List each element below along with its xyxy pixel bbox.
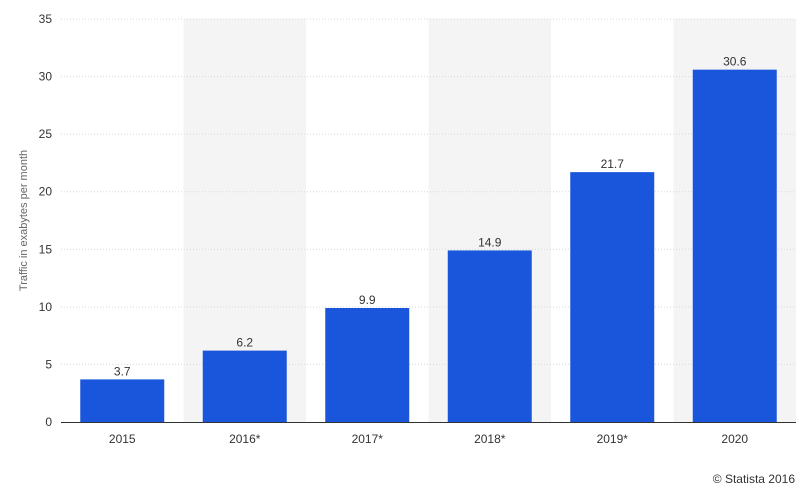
bar-2016* (202, 350, 287, 422)
y-tick-label: 5 (45, 357, 52, 371)
x-tick-label: 2017* (352, 432, 384, 446)
bar-2019* (570, 172, 655, 422)
y-tick-label: 10 (39, 300, 53, 314)
data-label: 3.7 (114, 364, 131, 378)
grid-lines (61, 18, 796, 365)
data-label: 9.9 (359, 293, 376, 307)
bar-2015 (80, 379, 165, 422)
y-tick-label: 20 (39, 185, 53, 199)
bar-2020 (692, 69, 777, 423)
data-label: 21.7 (601, 157, 625, 171)
x-tick-label: 2019* (597, 432, 629, 446)
y-tick-label: 0 (45, 415, 52, 429)
x-axis-ticks: 2015 2016* 2017* 2018* 2019* 2020 (109, 432, 749, 446)
y-tick-label: 30 (39, 70, 53, 84)
x-tick-label: 2020 (721, 432, 748, 446)
bar-2018* (447, 250, 532, 422)
x-tick-label: 2016* (229, 432, 261, 446)
data-label: 14.9 (478, 235, 502, 249)
data-label: 30.6 (723, 55, 747, 69)
x-tick-label: 2015 (109, 432, 136, 446)
bar-2017* (325, 308, 410, 422)
y-axis-label: Traffic in exabytes per month (18, 150, 30, 291)
y-axis-ticks: 0 5 10 15 20 25 30 35 (39, 12, 53, 429)
y-tick-label: 35 (39, 12, 53, 26)
bars (80, 69, 777, 423)
y-tick-label: 25 (39, 127, 53, 141)
y-tick-label: 15 (39, 242, 53, 256)
x-tick-label: 2018* (474, 432, 506, 446)
data-label: 6.2 (236, 336, 253, 350)
source-credit: © Statista 2016 (712, 472, 795, 486)
data-labels: 3.7 6.2 9.9 14.9 21.7 30.6 (114, 55, 747, 379)
